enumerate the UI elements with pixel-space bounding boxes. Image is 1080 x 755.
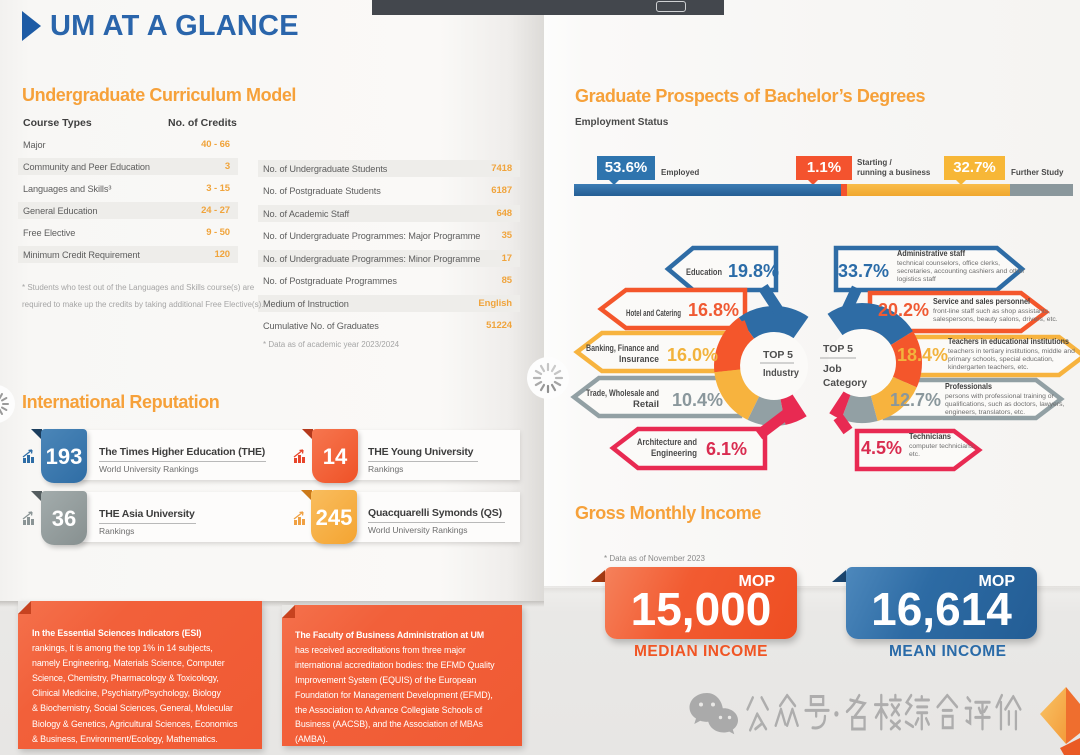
svg-text:Category: Category <box>823 377 867 389</box>
svg-text:Service and sales personnel: Service and sales personnel <box>933 296 1030 306</box>
svg-text:logistics staff: logistics staff <box>897 276 936 283</box>
svg-text:Education: Education <box>686 267 722 277</box>
svg-text:front-line staff such as shop: front-line staff such as shop assistants… <box>933 308 1050 315</box>
svg-text:Teachers in educational instit: Teachers in educational institutions <box>948 336 1069 346</box>
svg-text:Industry: Industry <box>763 367 799 379</box>
svg-text:Insurance: Insurance <box>619 354 659 364</box>
svg-text:persons with professional trai: persons with professional training or <box>945 393 1055 400</box>
svg-text:Banking, Finance and: Banking, Finance and <box>586 343 659 353</box>
svg-text:18.4%: 18.4% <box>897 345 948 365</box>
svg-text:etc.: etc. <box>909 451 920 458</box>
svg-text:Architecture and: Architecture and <box>637 437 697 447</box>
svg-text:12.7%: 12.7% <box>890 390 941 410</box>
svg-text:TOP 5: TOP 5 <box>823 343 853 355</box>
svg-text:10.4%: 10.4% <box>672 390 723 410</box>
svg-text:kindergarten teachers, etc.: kindergarten teachers, etc. <box>948 364 1029 371</box>
svg-text:secretaries, accounting cashie: secretaries, accounting cashiers and oth… <box>897 268 1025 275</box>
svg-text:6.1%: 6.1% <box>706 439 747 459</box>
svg-text:Trade, Wholesale and: Trade, Wholesale and <box>586 388 659 398</box>
svg-text:33.7%: 33.7% <box>838 261 889 281</box>
svg-text:Hotel and Catering: Hotel and Catering <box>626 308 681 318</box>
svg-text:16.0%: 16.0% <box>667 345 718 365</box>
svg-text:teachers in tertiary instituti: teachers in tertiary institutions, middl… <box>948 348 1075 355</box>
svg-text:primary schools, special educa: primary schools, special education, <box>948 356 1054 363</box>
svg-text:16.8%: 16.8% <box>688 300 739 320</box>
svg-text:Administrative staff: Administrative staff <box>897 248 965 258</box>
svg-text:20.2%: 20.2% <box>878 300 929 320</box>
svg-text:engineers, translators, etc.: engineers, translators, etc. <box>945 409 1025 416</box>
svg-text:4.5%: 4.5% <box>861 438 902 458</box>
svg-text:Professionals: Professionals <box>945 381 992 391</box>
svg-text:computer technicians,: computer technicians, <box>909 443 975 450</box>
svg-text:qualifications, such as doctor: qualifications, such as doctors, lawyers… <box>945 401 1064 408</box>
svg-text:Engineering: Engineering <box>651 448 697 458</box>
svg-text:Technicians: Technicians <box>909 431 951 441</box>
svg-text:19.8%: 19.8% <box>728 261 779 281</box>
svg-text:TOP 5: TOP 5 <box>763 349 793 361</box>
svg-text:salespersons, beauty salons, d: salespersons, beauty salons, drivers, et… <box>933 316 1058 323</box>
svg-text:technical counselors, office c: technical counselors, office clerks, <box>897 260 1000 267</box>
svg-text:Retail: Retail <box>633 399 659 409</box>
svg-text:Job: Job <box>823 363 842 375</box>
